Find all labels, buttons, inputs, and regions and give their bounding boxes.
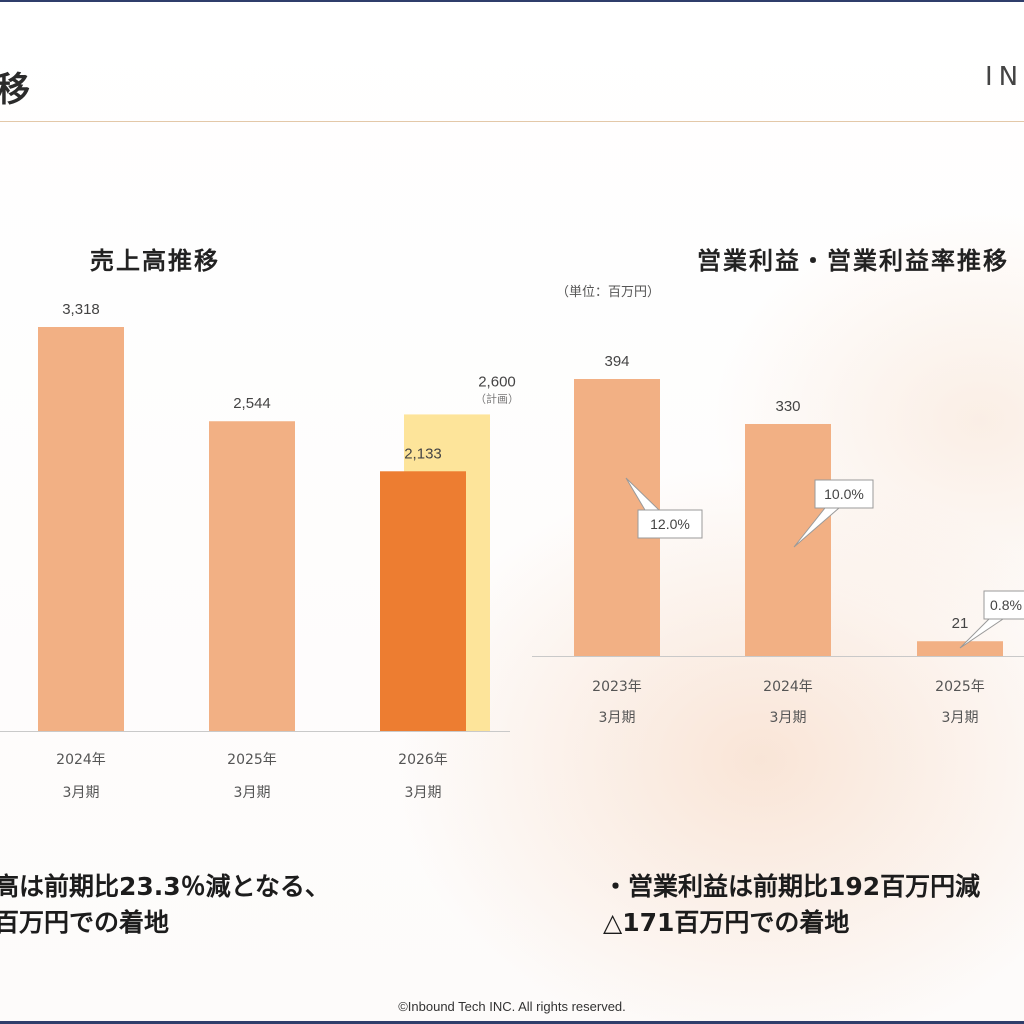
rate-callout-box <box>983 590 1024 620</box>
profit-bar <box>745 423 831 656</box>
sales-x-tick-year: 2025年 <box>227 752 277 768</box>
copyright-footer: ©Inbound Tech INC. All rights reserved. <box>398 999 626 1014</box>
profit-x-tick-period: 3月期 <box>599 710 636 726</box>
profit-summary-line1: ・営業利益は前期比192百万円減 <box>603 872 981 901</box>
sales-x-tick-period: 3月期 <box>405 785 442 801</box>
sales-x-tick-year: 2026年 <box>398 752 448 768</box>
sales-value-label: 2,133 <box>404 445 442 462</box>
rate-callout-label: 10.0% <box>824 486 864 502</box>
sales-x-tick-period: 3月期 <box>234 785 271 801</box>
bottom-border <box>0 1021 1024 1024</box>
profit-value-label: 394 <box>604 353 629 370</box>
page-title: 移 <box>0 70 30 110</box>
sales-bar <box>209 421 295 731</box>
profit-x-tick-period: 3月期 <box>770 710 807 726</box>
rate-callout-label: 0.8% <box>990 597 1022 613</box>
sales-x-tick-year: 2024年 <box>56 752 106 768</box>
unit-note: （単位：百万円） <box>556 285 661 300</box>
sales-value-label: 3,318 <box>62 301 100 318</box>
profit-x-tick-period: 3月期 <box>942 710 979 726</box>
sales-value-label: 2,544 <box>233 395 271 412</box>
sales-bar <box>380 471 466 731</box>
profit-x-tick-year: 2024年 <box>763 679 813 695</box>
sales-x-tick-period: 3月期 <box>63 785 100 801</box>
company-logo: INI <box>985 62 1024 92</box>
plan-value-label: 2,600 <box>478 373 516 390</box>
profit-summary-line2: △171百万円での着地 <box>603 908 850 937</box>
profit-x-tick-year: 2025年 <box>935 679 985 695</box>
rate-callout-box <box>637 509 703 539</box>
sales-summary-note: 高は前期比23.3％減となる、 百万円での着地 <box>0 869 330 941</box>
profit-x-tick-year: 2023年 <box>592 679 642 695</box>
header-divider <box>0 121 1024 122</box>
sales-bar <box>38 327 124 731</box>
profit-summary-note: ・営業利益は前期比192百万円減 △171百万円での着地 <box>603 869 980 941</box>
rate-callout-box <box>814 479 874 509</box>
sales-summary-line2: 百万円での着地 <box>0 908 170 937</box>
plan-note-label: （計画） <box>475 391 519 405</box>
profit-value-label: 330 <box>775 398 800 415</box>
sales-summary-line1: 高は前期比23.3％減となる、 <box>0 872 330 901</box>
profit-chart-title: 営業利益・営業利益率推移 <box>697 247 1009 275</box>
sales-chart-title: 売上高推移 <box>90 247 220 275</box>
top-border <box>0 0 1024 2</box>
rate-callout-label: 12.0% <box>650 516 690 532</box>
profit-value-label: 21 <box>952 615 969 632</box>
profit-bar <box>917 641 1003 656</box>
